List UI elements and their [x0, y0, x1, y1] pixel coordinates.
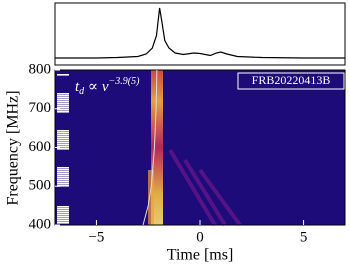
streak — [168, 148, 242, 227]
flagged-channel — [57, 146, 69, 148]
flagged-channel — [57, 142, 69, 144]
flagged-channel — [57, 140, 69, 142]
flagged-channel — [57, 103, 69, 105]
annotation-sup: −3.9(5) — [108, 76, 140, 87]
flagged-channel — [57, 218, 69, 220]
flagged-channel — [57, 109, 69, 111]
flagged-channel — [57, 99, 69, 101]
flagged-channel — [57, 138, 69, 140]
x-axis-label: Time [ms] — [167, 247, 234, 264]
flagged-channel — [57, 101, 69, 103]
flagged-channel — [57, 210, 69, 212]
flagged-channel — [57, 130, 69, 132]
annotation: td ∝ ν−3.9(5) — [75, 76, 140, 97]
flagged-channel — [57, 216, 69, 218]
flagged-channel — [57, 185, 69, 187]
flagged-channel — [57, 136, 69, 138]
flagged-channel — [57, 107, 69, 109]
y-axis-label: Frequency [MHz] — [5, 90, 22, 205]
x-tick-label: 0 — [196, 229, 204, 245]
flagged-channel — [57, 74, 69, 76]
flagged-channel — [57, 179, 69, 181]
flagged-channel — [57, 206, 69, 208]
annotation-mid: ∝ ν — [84, 79, 109, 95]
waterfall-texture — [57, 70, 242, 227]
flagged-channel — [57, 132, 69, 134]
flagged-channel — [57, 95, 69, 97]
flagged-channel — [57, 105, 69, 107]
flagged-channel — [57, 212, 69, 214]
flagged-channel — [57, 144, 69, 146]
flagged-channel — [57, 97, 69, 99]
flagged-channel — [57, 183, 69, 185]
burst-band — [148, 170, 154, 225]
y-tick-label: 600 — [29, 139, 52, 155]
flagged-channel — [57, 214, 69, 216]
flagged-channel — [57, 111, 69, 113]
flagged-channel — [57, 208, 69, 210]
profile-panel — [54, 2, 346, 66]
label-box — [237, 72, 345, 90]
y-tick-label: 700 — [29, 100, 52, 116]
flagged-channel — [57, 173, 69, 175]
flagged-channel — [57, 177, 69, 179]
flagged-channel — [57, 220, 69, 222]
dispersion-curve — [142, 69, 158, 226]
flagged-channel — [57, 222, 69, 224]
flagged-channel — [57, 134, 69, 136]
flagged-channel — [57, 148, 69, 150]
y-tick-label: 800 — [29, 61, 52, 77]
flagged-channel — [57, 171, 69, 173]
annotation-base: t — [75, 79, 80, 95]
profile-line — [55, 7, 345, 59]
flagged-channel — [57, 167, 69, 169]
flagged-channel — [57, 175, 69, 177]
source-label: FRB20220413B — [252, 73, 331, 87]
flagged-channel — [57, 181, 69, 183]
y-tick-label: 500 — [29, 178, 52, 194]
flagged-channel — [57, 93, 69, 95]
annotation-sub: d — [79, 86, 85, 97]
x-tick-label: 5 — [300, 229, 308, 245]
y-tick-label: 400 — [29, 216, 52, 232]
flagged-channel — [57, 169, 69, 171]
x-tick-label: −5 — [88, 229, 104, 245]
